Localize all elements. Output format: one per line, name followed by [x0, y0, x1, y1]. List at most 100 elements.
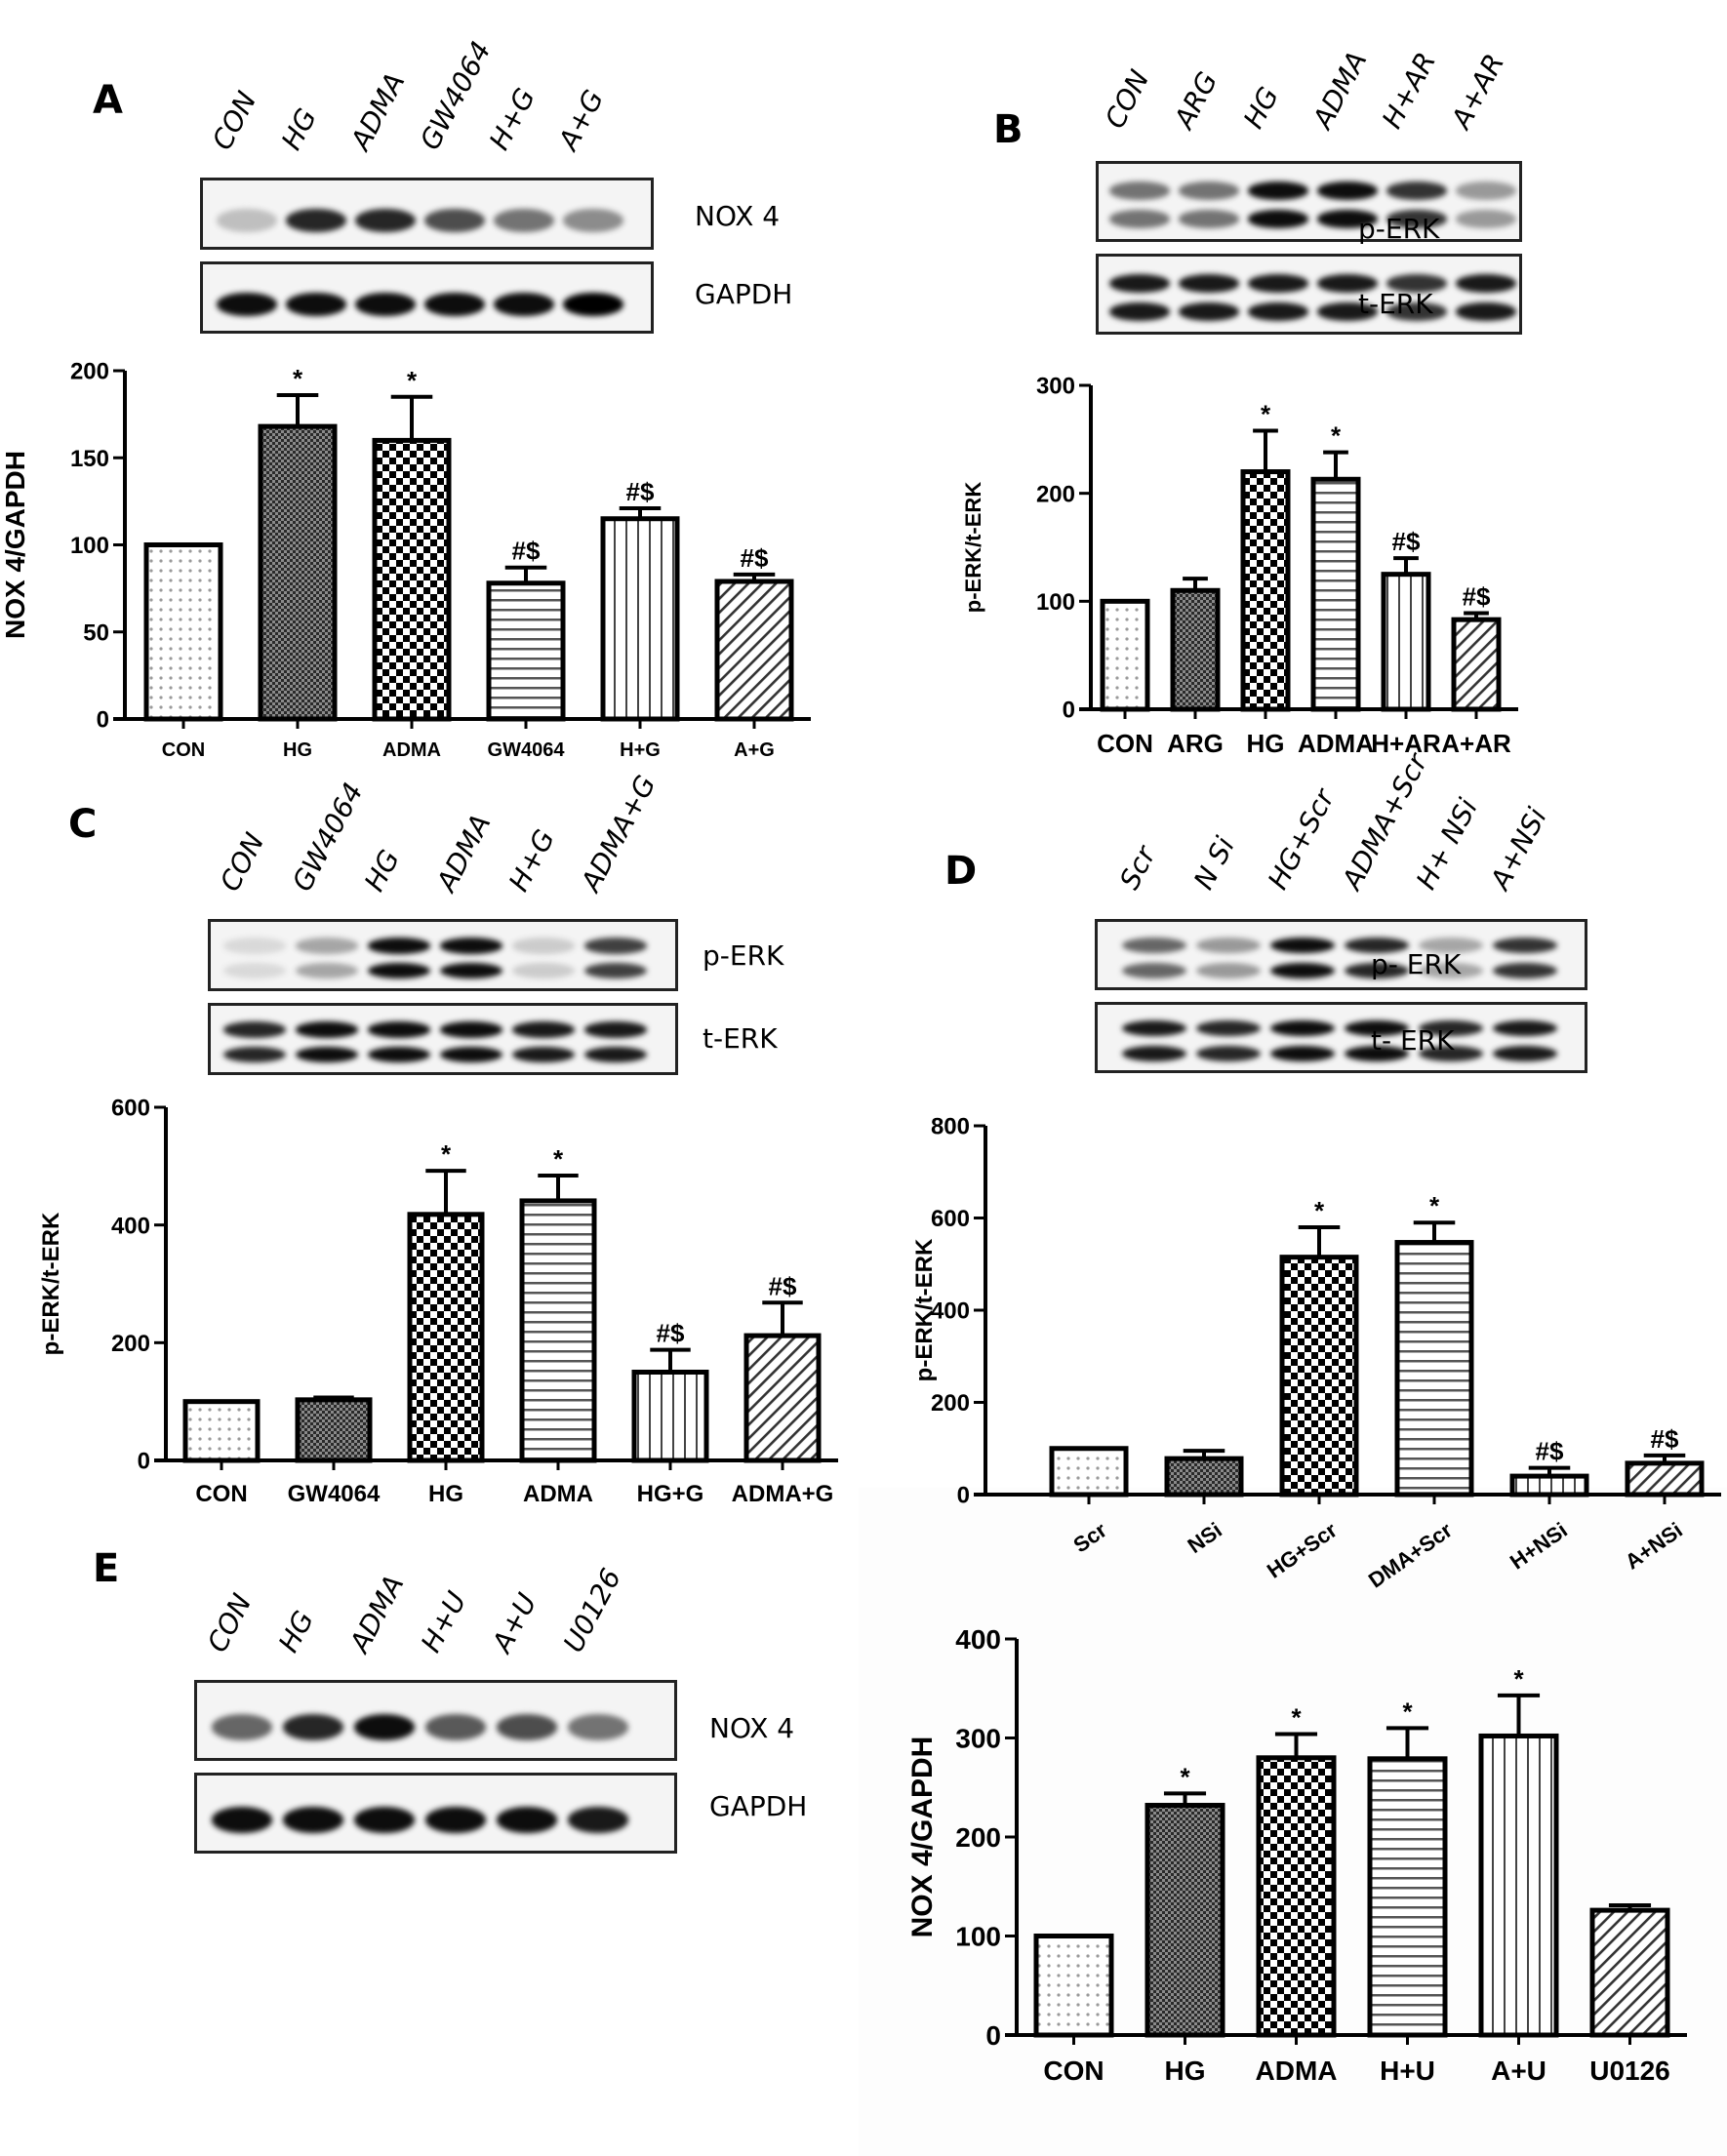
lane-label: ADMA [342, 1570, 411, 1657]
band [1493, 1020, 1557, 1037]
band [282, 1807, 344, 1833]
blot-label: p-ERK [1358, 213, 1440, 245]
y-tick-label: 0 [97, 707, 109, 734]
band [353, 1714, 416, 1740]
band [223, 938, 286, 954]
x-tick-label: H+G [620, 739, 661, 761]
lane-label: A+AR [1444, 48, 1511, 135]
blot-label: p- ERK [1371, 948, 1462, 980]
band [1419, 1045, 1483, 1061]
bar [743, 1333, 822, 1463]
bar [600, 516, 680, 722]
x-tick-label: CON [1097, 729, 1153, 758]
y-tick-label: 100 [1036, 589, 1075, 616]
band [1179, 181, 1239, 200]
x-tick-label: HG [1247, 729, 1285, 758]
band [1345, 962, 1409, 978]
x-tick-label: GW4064 [288, 1481, 381, 1507]
band [563, 208, 623, 232]
band [424, 1807, 487, 1833]
band [296, 963, 358, 979]
x-tick-label: A+AR [1441, 729, 1511, 758]
bar [1170, 587, 1221, 712]
band [1456, 302, 1516, 321]
y-tick-label: 600 [111, 1096, 150, 1122]
band [1248, 210, 1308, 228]
significance-marker: * [553, 1144, 564, 1174]
x-tick-label: ADMA [382, 739, 441, 761]
y-tick-label: 200 [111, 1331, 150, 1357]
band [1179, 274, 1239, 293]
band [1109, 302, 1170, 321]
bar [1310, 476, 1361, 712]
significance-marker: * [1331, 421, 1342, 451]
bar [519, 1198, 597, 1463]
band [296, 938, 358, 954]
band [223, 1021, 286, 1038]
lane-label: ADMA+G [574, 770, 663, 897]
blot-label: NOX 4 [695, 200, 781, 232]
lane-label: A+U [485, 1587, 543, 1657]
band [1386, 181, 1447, 200]
band [355, 208, 416, 232]
panel-label-d: D [944, 849, 978, 894]
band [494, 208, 554, 232]
band [512, 963, 575, 979]
significance-marker: * [293, 364, 303, 393]
significance-marker: #$ [1463, 582, 1491, 612]
blot-p-erk [1095, 919, 1587, 990]
significance-marker: #$ [512, 537, 541, 566]
band [1196, 938, 1261, 954]
band [368, 963, 430, 979]
band [286, 292, 346, 316]
band [1248, 274, 1308, 293]
lane-label: CON [205, 86, 263, 155]
x-tick-label: ADMA+G [732, 1481, 834, 1507]
blot-t-erk [208, 1003, 678, 1075]
band [440, 1047, 502, 1063]
panel-label-e: E [93, 1546, 120, 1591]
band [368, 1047, 430, 1063]
y-tick-label: 200 [70, 359, 109, 385]
panel-label-c: C [68, 802, 98, 847]
bar [407, 1212, 485, 1463]
blot-gapdh [194, 1773, 677, 1854]
lane-label: A+G [551, 84, 611, 155]
blot-label: GAPDH [709, 1790, 808, 1822]
y-tick-label: 0 [1063, 698, 1075, 724]
band [1109, 274, 1170, 293]
band [286, 208, 346, 232]
band [1493, 1045, 1557, 1061]
lane-label: ARG [1167, 66, 1225, 134]
band [494, 292, 554, 316]
band [1109, 181, 1170, 200]
band [353, 1807, 416, 1833]
lane-label: HG [271, 1605, 321, 1657]
band [1317, 302, 1378, 321]
lane-label: H+G [502, 824, 562, 897]
band [1270, 962, 1335, 978]
band [217, 208, 277, 232]
band [567, 1714, 629, 1740]
x-tick-label: ADMA [523, 1481, 593, 1507]
bar [486, 580, 566, 722]
band [1419, 938, 1483, 954]
y-tick-label: 200 [1036, 481, 1075, 507]
band [496, 1714, 558, 1740]
band [1345, 1020, 1409, 1037]
significance-marker: * [407, 366, 418, 395]
lane-label: HG [274, 102, 324, 155]
band [1122, 1045, 1186, 1061]
blot-label: NOX 4 [709, 1712, 795, 1744]
bar [714, 579, 794, 722]
bar [1451, 617, 1502, 712]
significance-marker: #$ [1392, 527, 1421, 556]
band [1248, 302, 1308, 321]
blot-t-erk [1095, 1002, 1587, 1073]
bar [295, 1397, 373, 1463]
lane-label: GW4064 [285, 777, 370, 897]
band [211, 1714, 273, 1740]
band [584, 1021, 647, 1038]
significance-marker: #$ [1651, 1424, 1679, 1454]
bar [258, 423, 338, 722]
